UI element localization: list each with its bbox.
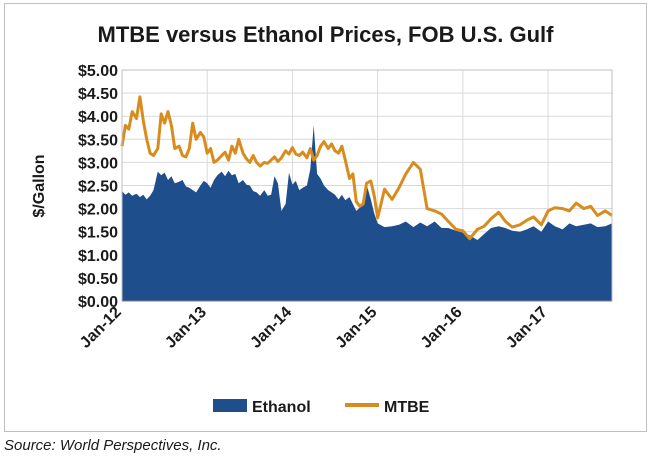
legend-label-mtbe: MTBE xyxy=(384,399,430,416)
y-tick-label: $1.50 xyxy=(78,225,118,242)
y-tick-label: $4.50 xyxy=(78,86,118,103)
legend-label-ethanol: Ethanol xyxy=(252,399,311,416)
y-tick-label: $5.00 xyxy=(78,63,118,80)
y-tick-label: $1.00 xyxy=(78,248,118,265)
y-tick-label: $3.50 xyxy=(78,132,118,149)
x-tick-label: Jan-14 xyxy=(247,304,295,352)
x-tick-labels: Jan-12 Jan-13 Jan-14 Jan-15 Jan-16 Jan-17 xyxy=(77,304,551,352)
y-tick-label: $0.00 xyxy=(78,294,118,311)
y-tick-label: $2.50 xyxy=(78,179,118,196)
source-note: Source: World Perspectives, Inc. xyxy=(4,437,222,454)
x-tick-label: Jan-17 xyxy=(503,304,551,352)
chart-title: MTBE versus Ethanol Prices, FOB U.S. Gul… xyxy=(97,22,554,47)
y-tick-label: $2.00 xyxy=(78,202,118,219)
mtbe-line xyxy=(120,95,613,241)
ethanol-area xyxy=(122,125,612,302)
x-tick-label: Jan-16 xyxy=(418,304,466,352)
ethanol-series xyxy=(122,125,612,302)
y-tick-labels: $0.00 $0.50 $1.00 $1.50 $2.00 $2.50 $3.00 $3.50… xyxy=(78,63,118,311)
mtbe-series xyxy=(120,95,613,241)
y-tick-label: $0.50 xyxy=(78,271,118,288)
y-axis-label: $/Gallon xyxy=(31,154,48,217)
y-tick-label: $3.00 xyxy=(78,155,118,172)
x-tick-label: Jan-15 xyxy=(333,304,381,352)
legend: Ethanol MTBE xyxy=(213,399,430,416)
axes xyxy=(121,69,613,302)
y-tick-label: $4.00 xyxy=(78,109,118,126)
x-tick-label: Jan-13 xyxy=(162,304,210,352)
legend-swatch-ethanol xyxy=(213,399,247,412)
